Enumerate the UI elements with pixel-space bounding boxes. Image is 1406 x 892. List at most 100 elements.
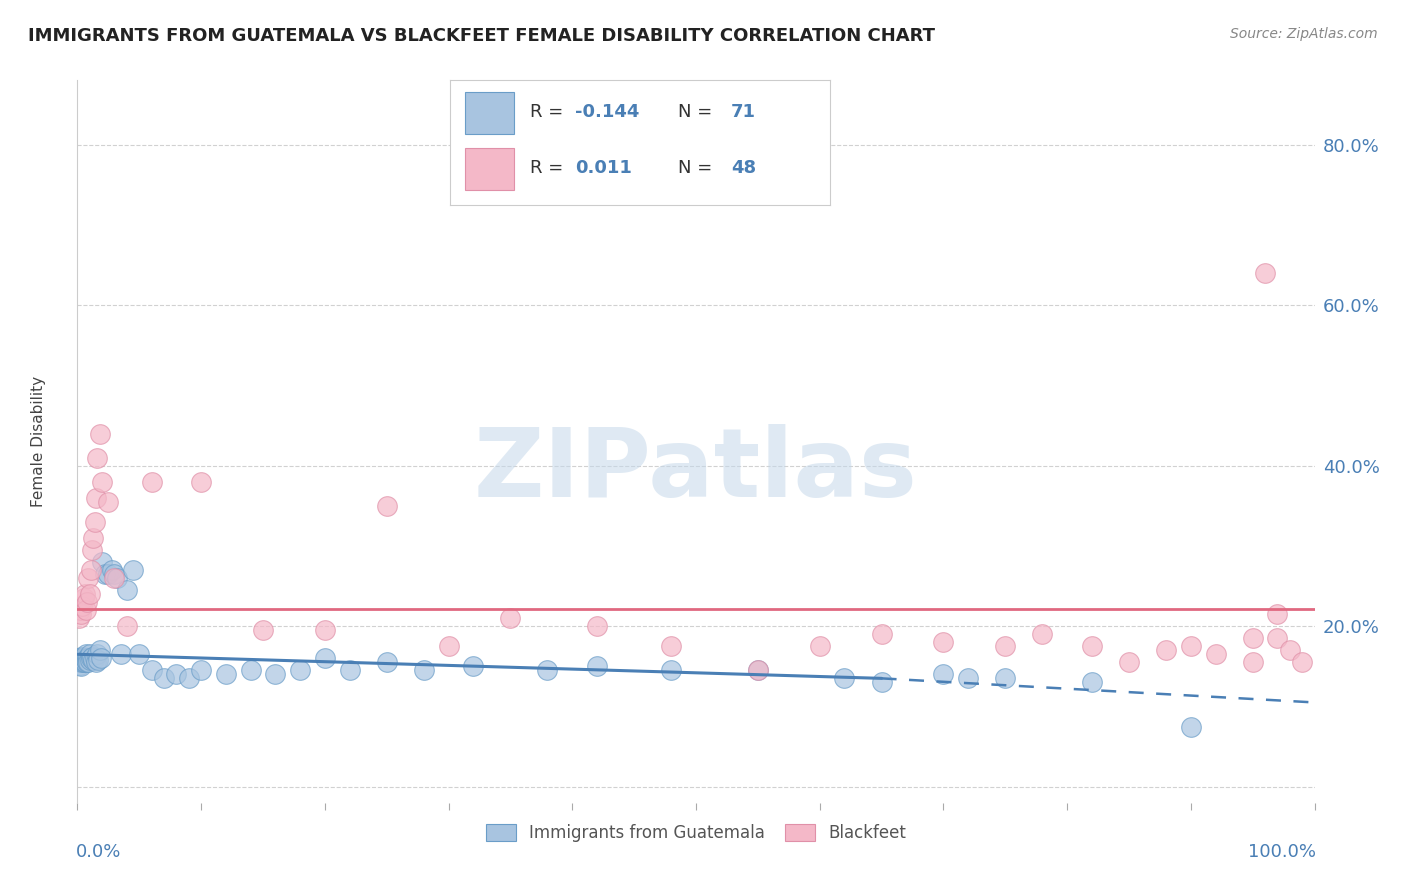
Text: 71: 71 bbox=[731, 103, 756, 121]
Point bbox=[79, 653, 101, 667]
Point bbox=[1241, 632, 1264, 646]
Point bbox=[808, 639, 831, 653]
Point bbox=[86, 648, 108, 662]
Point bbox=[89, 643, 111, 657]
Point bbox=[82, 542, 104, 557]
Point bbox=[1154, 643, 1177, 657]
Point bbox=[91, 555, 114, 569]
Point bbox=[1241, 655, 1264, 669]
Point bbox=[1081, 675, 1104, 690]
Point bbox=[499, 611, 522, 625]
Point bbox=[252, 623, 274, 637]
Point bbox=[67, 653, 90, 667]
Point bbox=[215, 667, 238, 681]
Point bbox=[110, 648, 132, 662]
Point bbox=[73, 587, 96, 601]
Point bbox=[239, 664, 262, 678]
Point bbox=[80, 651, 103, 665]
Point bbox=[72, 655, 94, 669]
Point bbox=[79, 587, 101, 601]
Point bbox=[314, 623, 336, 637]
Point bbox=[86, 450, 108, 465]
Point bbox=[1278, 643, 1301, 657]
Point bbox=[76, 655, 98, 669]
Text: ZIPatlas: ZIPatlas bbox=[474, 424, 918, 517]
Point bbox=[72, 655, 94, 669]
Point bbox=[97, 567, 120, 582]
Point bbox=[115, 583, 138, 598]
Point bbox=[75, 603, 97, 617]
Point bbox=[128, 648, 150, 662]
Point bbox=[314, 651, 336, 665]
Bar bbox=[465, 148, 515, 190]
Point bbox=[437, 639, 460, 653]
Point bbox=[72, 653, 94, 667]
Text: N =: N = bbox=[678, 103, 717, 121]
Point bbox=[122, 563, 145, 577]
Point bbox=[339, 664, 361, 678]
Point bbox=[82, 653, 104, 667]
Point bbox=[463, 659, 485, 673]
Point bbox=[69, 653, 91, 667]
Point bbox=[1267, 607, 1289, 621]
Text: R =: R = bbox=[530, 103, 568, 121]
Point bbox=[105, 571, 128, 585]
Point bbox=[69, 655, 91, 669]
Point bbox=[89, 426, 111, 441]
Point bbox=[586, 659, 609, 673]
Point bbox=[190, 475, 212, 489]
Point bbox=[72, 651, 94, 665]
Point bbox=[75, 648, 97, 662]
Point bbox=[141, 664, 163, 678]
Point bbox=[103, 567, 125, 582]
Point bbox=[79, 648, 101, 662]
Point bbox=[264, 667, 287, 681]
Point bbox=[141, 475, 163, 489]
Point bbox=[115, 619, 138, 633]
Point bbox=[932, 635, 955, 649]
Point bbox=[97, 494, 120, 508]
Point bbox=[70, 653, 93, 667]
Point bbox=[1291, 655, 1313, 669]
Text: Source: ZipAtlas.com: Source: ZipAtlas.com bbox=[1230, 27, 1378, 41]
Point bbox=[72, 599, 94, 614]
Point bbox=[69, 603, 91, 617]
Point bbox=[375, 655, 398, 669]
Point bbox=[1031, 627, 1053, 641]
Point bbox=[82, 531, 104, 545]
Y-axis label: Female Disability: Female Disability bbox=[31, 376, 46, 508]
Point bbox=[153, 671, 176, 685]
Point bbox=[1267, 632, 1289, 646]
Point bbox=[177, 671, 200, 685]
Point bbox=[747, 664, 769, 678]
Point bbox=[69, 657, 91, 672]
Point bbox=[190, 664, 212, 678]
Point bbox=[659, 639, 682, 653]
Text: 0.0%: 0.0% bbox=[76, 843, 121, 861]
Text: R =: R = bbox=[530, 160, 575, 178]
Point bbox=[994, 671, 1017, 685]
Point bbox=[101, 563, 124, 577]
Point bbox=[747, 664, 769, 678]
Point bbox=[84, 655, 107, 669]
Point bbox=[870, 675, 893, 690]
Point bbox=[76, 651, 98, 665]
Point bbox=[1254, 266, 1277, 280]
Point bbox=[77, 571, 100, 585]
Point bbox=[87, 653, 110, 667]
Point bbox=[103, 571, 125, 585]
Point bbox=[90, 651, 112, 665]
Point bbox=[72, 591, 94, 606]
Text: IMMIGRANTS FROM GUATEMALA VS BLACKFEET FEMALE DISABILITY CORRELATION CHART: IMMIGRANTS FROM GUATEMALA VS BLACKFEET F… bbox=[28, 27, 935, 45]
Point bbox=[70, 649, 93, 664]
Point bbox=[83, 651, 105, 665]
Point bbox=[77, 651, 100, 665]
Point bbox=[69, 651, 91, 665]
Point bbox=[93, 567, 115, 582]
Point bbox=[73, 651, 96, 665]
Point bbox=[80, 563, 103, 577]
Point bbox=[70, 607, 93, 621]
Point bbox=[586, 619, 609, 633]
Point bbox=[75, 653, 97, 667]
Point bbox=[83, 515, 105, 529]
